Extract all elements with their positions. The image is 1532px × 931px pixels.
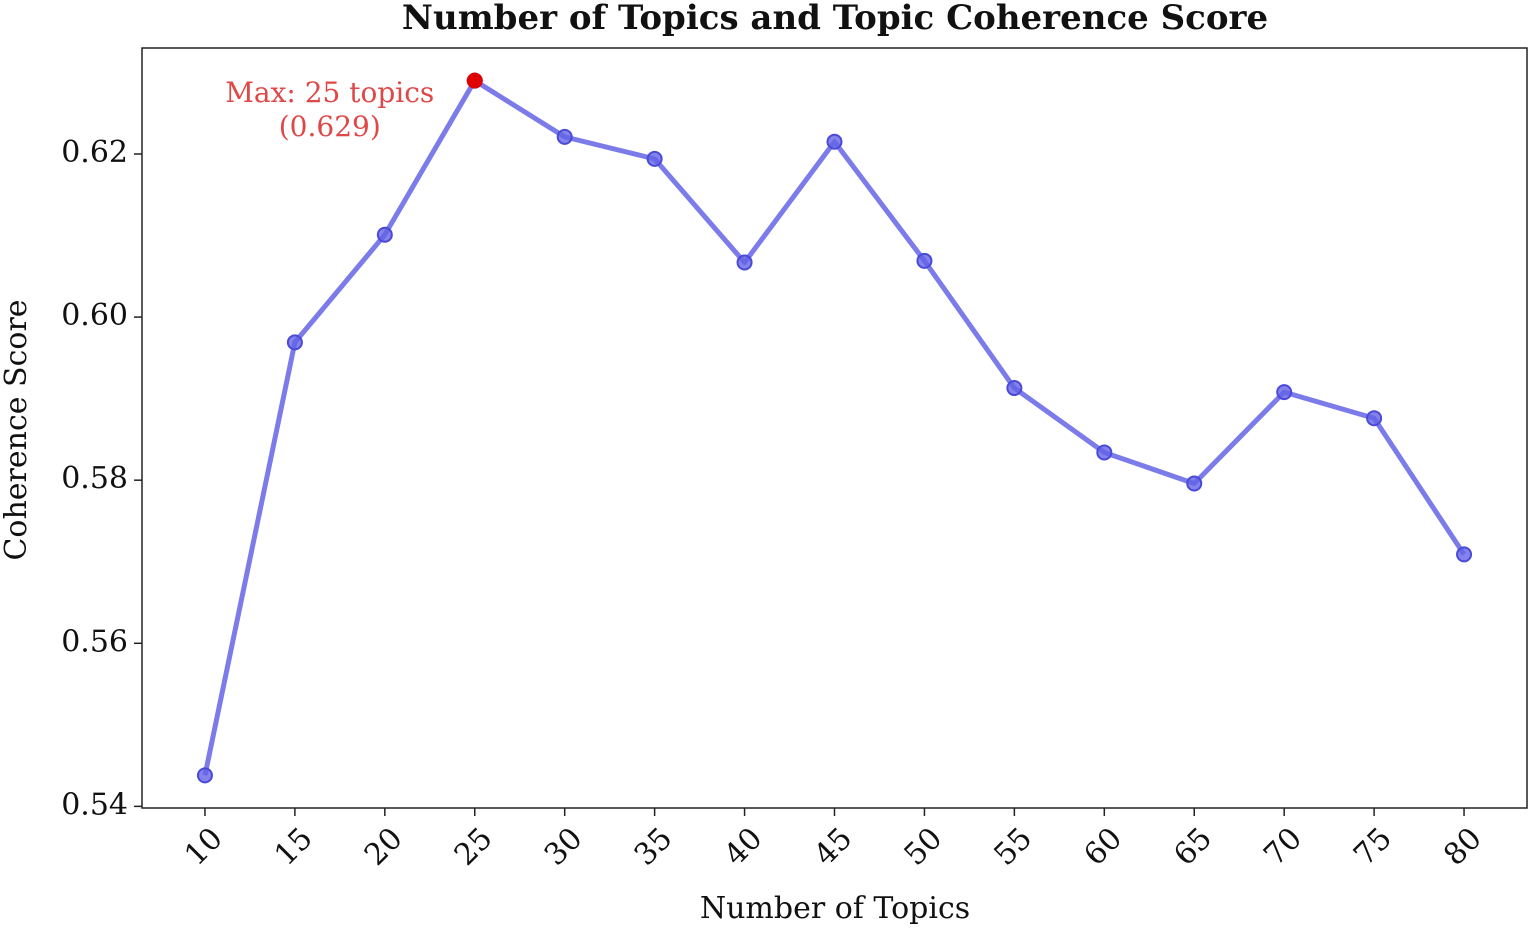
data-point <box>1096 444 1113 461</box>
data-point <box>1366 410 1383 427</box>
data-point <box>826 133 843 150</box>
x-tick-label: 80 <box>1437 821 1489 873</box>
x-tick-label: 60 <box>1077 821 1129 873</box>
y-tick-label: 0.56 <box>61 624 128 659</box>
data-point <box>196 767 213 784</box>
x-tick-label: 50 <box>897 821 949 873</box>
annotation: (0.629) <box>279 110 381 143</box>
y-tick-label: 0.54 <box>61 787 128 822</box>
x-tick-label: 70 <box>1257 821 1309 873</box>
x-tick-label: 10 <box>178 821 230 873</box>
x-tick-label: 30 <box>538 821 590 873</box>
data-point <box>1186 475 1203 492</box>
x-tick-label: 15 <box>268 821 320 873</box>
x-axis-label: Number of Topics <box>700 891 970 926</box>
y-tick-label: 0.62 <box>61 135 128 170</box>
data-point <box>646 150 663 167</box>
x-tick-label: 65 <box>1167 821 1219 873</box>
x-tick-label: 20 <box>358 821 410 873</box>
x-tick-label: 45 <box>808 821 860 873</box>
data-point <box>736 254 753 271</box>
plot-frame <box>141 47 1528 809</box>
chart-title: Number of Topics and Topic Coherence Sco… <box>402 0 1268 38</box>
data-line <box>202 78 1467 776</box>
x-tick-label: 25 <box>448 821 500 873</box>
x-tick-label: 35 <box>628 821 680 873</box>
data-point <box>1276 384 1293 401</box>
max-point <box>466 72 483 89</box>
y-axis-label: Coherence Score <box>0 299 34 560</box>
data-point <box>556 128 573 145</box>
x-tick-label: 55 <box>987 821 1039 873</box>
x-tick-label: 75 <box>1347 821 1399 873</box>
data-point <box>916 252 933 269</box>
y-tick-label: 0.60 <box>61 298 128 333</box>
data-point <box>376 226 393 243</box>
annotation: Max: 25 topics <box>225 76 434 109</box>
y-tick-label: 0.58 <box>61 461 128 496</box>
data-point <box>286 334 303 351</box>
x-tick-label: 40 <box>718 821 770 873</box>
data-point <box>1456 546 1473 563</box>
data-point <box>1006 380 1023 397</box>
